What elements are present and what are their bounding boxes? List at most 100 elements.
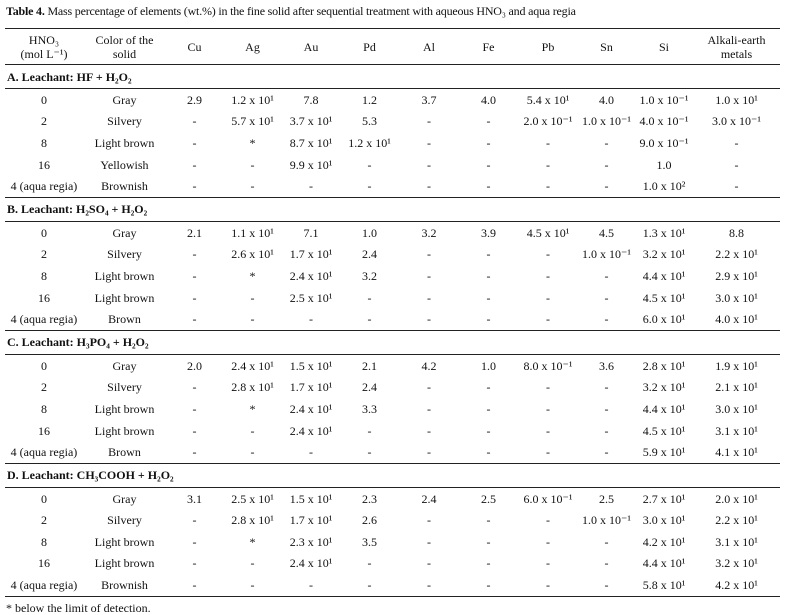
table-cell: - [399,441,459,464]
table-cell: Silvery [107,114,142,129]
table-cell: - [192,157,197,172]
table-cell: 4.4 x 10¹ [642,268,686,283]
table-cell: 3.6 [599,358,614,373]
column-header: Si [658,39,669,54]
table-cell: Yellowish [100,157,149,172]
table-row: 2 Silvery - 2.8 x 10¹ 1.7 x 10¹ 2.4 - - - - 3.2 x … [5,377,780,399]
section-title: A. Leachant: HF + H₂O₂ [5,64,780,89]
table-cell: Gray [112,92,137,107]
section-header-row: B. Leachant: H₂SO₄ + H₂O₂ [5,197,780,222]
table-cell: 0 [41,92,47,107]
table-cell: - [250,290,255,305]
table-cell: - [367,290,372,305]
table-cell: - [427,380,431,395]
table-cell: 2 [41,247,47,262]
table-cell: 8 [41,401,47,416]
table-cell: 1.5 x 10¹ [289,358,333,373]
table-cell: Gray [112,358,137,373]
table-cell: 4 (aqua regia) [5,175,83,198]
table-cell: Brownish [83,574,166,597]
table-cell: 2.9 [187,92,202,107]
table-cell: 3.1 x 10¹ [715,534,758,549]
table-cell: - [250,157,255,172]
table-cell: 4.0 [599,92,614,107]
table-cell: - [166,441,223,464]
table-cell: 2.1 x 10¹ [715,380,758,395]
section-header-row: D. Leachant: CH₃COOH + H₂O₂ [5,463,780,488]
table-cell: - [427,556,431,571]
table-cell: 2.1 [362,358,377,373]
table-cell: - [604,380,609,395]
table-cell: 3.0 x 10¹ [715,290,758,305]
table-cell: - [223,574,282,597]
table-cell: 2.2 x 10¹ [715,513,758,528]
table-cell: - [604,423,609,438]
table-cell: 3.2 x 10¹ [715,556,758,571]
table-cell: 4 (aqua regia) [5,308,83,331]
table-row: 8 Light brown - * 2.4 x 10¹ 3.3 - - - - 4.4 x 10¹ 3… [5,398,780,420]
table-cell: 16 [38,157,50,172]
table-cell: - [192,556,197,571]
table-cell: - [486,247,491,262]
table-cell: 1.9 x 10¹ [715,358,758,373]
table-cell: 1.0 x 10¹ [715,92,758,107]
table-cell: Light brown [94,534,155,549]
table-cell: Light brown [94,290,155,305]
column-header: Sn [600,39,613,54]
table-cell: 1.0 [656,157,672,172]
table-cell: 1.7 x 10¹ [289,513,333,528]
table-cell: 5.8 x 10¹ [635,574,693,597]
table-cell: - [693,175,780,198]
table-cell: - [578,574,635,597]
table-row: 0 Gray 2.1 1.1 x 10¹ 7.1 1.0 3.2 3.9 4.5 x 10¹ 4.… [5,221,780,243]
table-cell: 6.0 x 10¹ [635,308,693,331]
table-row: 16 Yellowish - - 9.9 x 10¹ - - - - - 1.0 - [5,154,780,176]
table-cell: 16 [38,556,50,571]
table-cell: 4.0 x 10¹ [693,308,780,331]
table-cell: 3.5 [362,534,377,549]
table-header: HNO₃ (mol L⁻¹) Color of the solid Cu Ag Au Pd… [5,28,780,65]
table-cell: 4.2 x 10¹ [693,574,780,597]
table-cell: - [486,157,491,172]
table-cell: 2.7 x 10¹ [642,491,686,506]
table-cell: 2.4 x 10¹ [289,423,333,438]
table-cell: - [546,290,550,305]
table-cell: 2.0 [187,358,202,373]
footnote: * below the limit of detection. [6,600,151,615]
table-cell: Light brown [94,135,155,150]
table-cell: - [192,135,197,150]
table-cell: Silvery [107,380,142,395]
table-cell: 4.2 x 10¹ [642,534,686,549]
table-cell: - [282,441,340,464]
table-cell: - [486,114,491,129]
header-row: HNO₃ (mol L⁻¹) Color of the solid Cu Ag Au Pd… [5,29,780,65]
table-cell: 2.6 [362,513,377,528]
table-cell: - [367,556,372,571]
table-cell: 9.0 x 10⁻¹ [639,135,689,150]
table-cell: - [282,175,340,198]
column-header: Fe [482,39,495,54]
table-cell: - [486,513,491,528]
table-cell: - [166,308,223,331]
table-cell: 3.2 x 10¹ [642,380,686,395]
table-cell: - [192,380,197,395]
table-cell: 2.4 x 10¹ [289,401,333,416]
section-header-row: A. Leachant: HF + H₂O₂ [5,64,780,89]
table-cell: 9.9 x 10¹ [289,157,333,172]
table-cell: Light brown [94,268,155,283]
table-cell: 3.9 [481,225,496,240]
table-cell: 3.0 x 10⁻¹ [712,114,761,129]
table-row: 4 (aqua regia) Brownish - - - - - - - -5.8 x 10¹ 4… [5,574,780,597]
table-cell: - [518,175,578,198]
table-row: 8 Light brown - * 8.7 x 10¹ 1.2 x 10¹ - - - - 9.0 … [5,132,780,154]
table-cell: 2.1 [187,225,202,240]
section-header-row: C. Leachant: H₃PO₄ + H₂O₂ [5,330,780,355]
table-cell: - [486,556,491,571]
table-cell: - [192,268,197,283]
table-cell: - [427,268,431,283]
table-cell: * [249,268,256,283]
table-cell: - [486,135,491,150]
table-cell: - [578,441,635,464]
table-cell: 2.8 x 10¹ [231,513,274,528]
table-row: 2 Silvery - 2.8 x 10¹ 1.7 x 10¹ 2.6 - - - 1.0 x 1… [5,510,780,532]
